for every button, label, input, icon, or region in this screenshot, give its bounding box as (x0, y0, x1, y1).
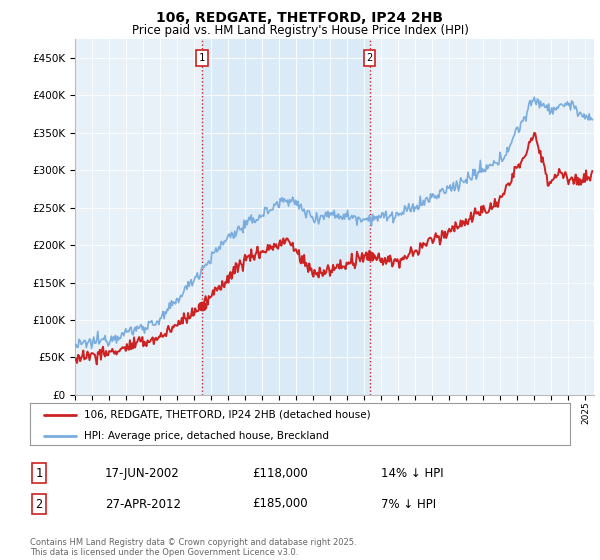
Text: 2: 2 (367, 53, 373, 63)
Text: 7% ↓ HPI: 7% ↓ HPI (381, 497, 436, 511)
Text: £185,000: £185,000 (252, 497, 308, 511)
Text: 14% ↓ HPI: 14% ↓ HPI (381, 466, 443, 480)
Text: 17-JUN-2002: 17-JUN-2002 (105, 466, 180, 480)
Text: 1: 1 (35, 466, 43, 480)
Text: 1: 1 (199, 53, 205, 63)
Text: 106, REDGATE, THETFORD, IP24 2HB: 106, REDGATE, THETFORD, IP24 2HB (157, 11, 443, 25)
Text: HPI: Average price, detached house, Breckland: HPI: Average price, detached house, Brec… (84, 431, 329, 441)
Bar (202, 39, 370, 395)
Text: 27-APR-2012: 27-APR-2012 (105, 497, 181, 511)
Text: Price paid vs. HM Land Registry's House Price Index (HPI): Price paid vs. HM Land Registry's House … (131, 24, 469, 36)
Text: 106, REDGATE, THETFORD, IP24 2HB (detached house): 106, REDGATE, THETFORD, IP24 2HB (detach… (84, 410, 371, 420)
Text: Contains HM Land Registry data © Crown copyright and database right 2025.
This d: Contains HM Land Registry data © Crown c… (30, 538, 356, 557)
Text: 2: 2 (35, 497, 43, 511)
Text: £118,000: £118,000 (252, 466, 308, 480)
